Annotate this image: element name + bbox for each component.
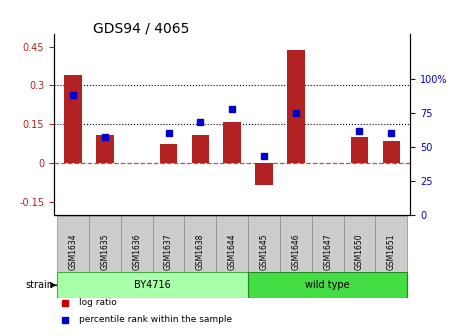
Text: GSM1647: GSM1647 (323, 234, 332, 270)
Bar (191, 134, 209, 163)
Bar (216, 216, 248, 272)
Text: GSM1650: GSM1650 (355, 234, 364, 270)
Text: log ratio: log ratio (79, 298, 117, 307)
Text: GDS94 / 4065: GDS94 / 4065 (92, 22, 189, 36)
Bar (160, 143, 177, 163)
Bar (351, 137, 368, 163)
Text: GSM1644: GSM1644 (227, 234, 237, 270)
Text: GSM1638: GSM1638 (196, 234, 205, 270)
Text: BY4716: BY4716 (134, 280, 171, 290)
Bar (248, 216, 280, 272)
Bar (383, 141, 400, 163)
Text: GSM1645: GSM1645 (259, 234, 268, 270)
Bar (248, 272, 407, 298)
Text: GSM1635: GSM1635 (100, 234, 109, 270)
Text: GSM1651: GSM1651 (387, 234, 396, 270)
Bar (343, 216, 375, 272)
Text: GSM1634: GSM1634 (68, 234, 77, 270)
Bar (375, 216, 407, 272)
Bar (312, 216, 343, 272)
Text: GSM1637: GSM1637 (164, 234, 173, 270)
Bar (64, 75, 82, 163)
Bar (121, 216, 152, 272)
Bar (57, 272, 248, 298)
Bar (255, 163, 273, 185)
Bar (287, 50, 304, 163)
Bar (184, 216, 216, 272)
Bar (280, 216, 312, 272)
Text: GSM1636: GSM1636 (132, 234, 141, 270)
Bar (223, 122, 241, 163)
Text: percentile rank within the sample: percentile rank within the sample (79, 316, 232, 325)
Bar (96, 134, 113, 163)
Text: GSM1646: GSM1646 (291, 234, 300, 270)
Bar (57, 216, 89, 272)
Bar (152, 216, 184, 272)
Text: strain: strain (25, 280, 53, 290)
Bar (89, 216, 121, 272)
Text: wild type: wild type (305, 280, 350, 290)
